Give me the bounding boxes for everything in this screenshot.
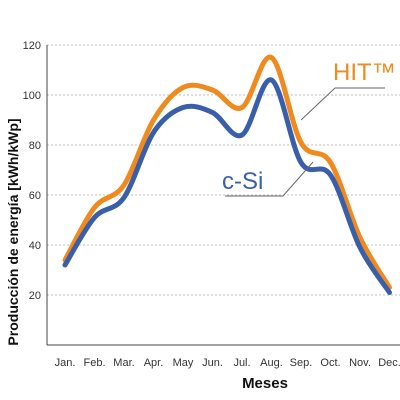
x-tick-label: Sep. xyxy=(290,357,313,369)
series-line-c-si xyxy=(62,77,392,295)
y-tick-label: 40 xyxy=(29,240,41,252)
series-labels: HIT™ c-Si xyxy=(222,59,396,197)
y-tick-label: 80 xyxy=(29,140,41,152)
y-axis-title: Producción de energía [kWh/kWp] xyxy=(5,118,21,345)
leader-line-hit xyxy=(300,87,385,121)
series-label-c-si: c-Si xyxy=(222,168,263,195)
x-tick-label: Aug. xyxy=(260,357,283,369)
x-tick-label: Jul. xyxy=(233,357,250,369)
x-tick-label: Oct. xyxy=(320,357,340,369)
y-tick-label: 120 xyxy=(23,40,41,52)
y-tick-label: 20 xyxy=(29,290,41,302)
x-tick-labels: Jan. Feb. Mar. Apr. May Jun. Jul. Aug. Sep. Oct. N… xyxy=(55,357,400,369)
x-tick-label: Dec. xyxy=(378,357,400,369)
x-axis-title: Meses xyxy=(242,375,288,392)
y-tick-label: 100 xyxy=(23,90,41,102)
x-tick-label: Feb. xyxy=(83,357,105,369)
x-tick-label: Jun. xyxy=(202,357,223,369)
y-tick-label: 60 xyxy=(29,190,41,202)
series-line-hit xyxy=(62,54,392,290)
y-tick-labels: 20 40 60 80 100 120 xyxy=(23,40,41,302)
series-lines xyxy=(62,54,392,295)
leader-line-c-si xyxy=(225,161,314,197)
x-tick-label: Nov. xyxy=(349,357,371,369)
x-tick-label: May xyxy=(173,357,194,369)
x-tick-label: Mar. xyxy=(113,357,134,369)
x-tick-label: Jan. xyxy=(55,357,76,369)
x-tick-label: Apr. xyxy=(144,357,164,369)
series-label-hit: HIT™ xyxy=(333,59,396,86)
